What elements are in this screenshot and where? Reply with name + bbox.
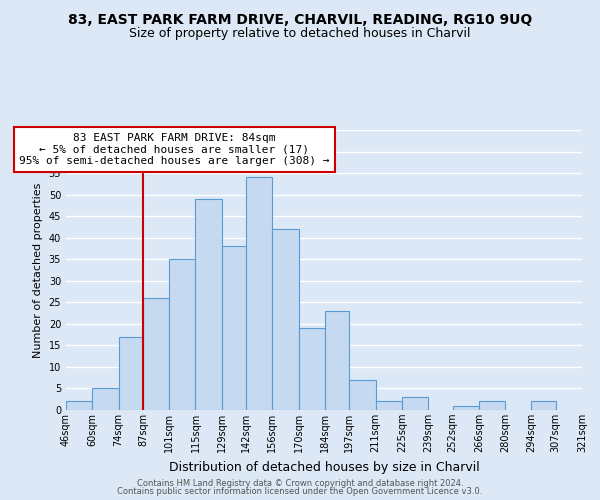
Bar xyxy=(532,402,556,410)
Bar xyxy=(169,259,196,410)
Bar xyxy=(222,246,246,410)
Bar xyxy=(376,402,402,410)
Bar xyxy=(143,298,169,410)
Bar xyxy=(299,328,325,410)
Bar xyxy=(119,337,143,410)
Bar xyxy=(325,311,349,410)
Bar xyxy=(402,397,428,410)
Bar xyxy=(246,178,272,410)
Bar xyxy=(92,388,119,410)
Bar xyxy=(196,199,222,410)
Text: Contains public sector information licensed under the Open Government Licence v3: Contains public sector information licen… xyxy=(118,487,482,496)
Text: Contains HM Land Registry data © Crown copyright and database right 2024.: Contains HM Land Registry data © Crown c… xyxy=(137,478,463,488)
Bar xyxy=(66,402,92,410)
Bar xyxy=(452,406,479,410)
Text: 83, EAST PARK FARM DRIVE, CHARVIL, READING, RG10 9UQ: 83, EAST PARK FARM DRIVE, CHARVIL, READI… xyxy=(68,12,532,26)
X-axis label: Distribution of detached houses by size in Charvil: Distribution of detached houses by size … xyxy=(169,460,479,473)
Y-axis label: Number of detached properties: Number of detached properties xyxy=(33,182,43,358)
Bar xyxy=(272,229,299,410)
Bar xyxy=(349,380,376,410)
Bar xyxy=(479,402,505,410)
Text: Size of property relative to detached houses in Charvil: Size of property relative to detached ho… xyxy=(129,28,471,40)
Text: 83 EAST PARK FARM DRIVE: 84sqm
← 5% of detached houses are smaller (17)
95% of s: 83 EAST PARK FARM DRIVE: 84sqm ← 5% of d… xyxy=(19,133,329,166)
